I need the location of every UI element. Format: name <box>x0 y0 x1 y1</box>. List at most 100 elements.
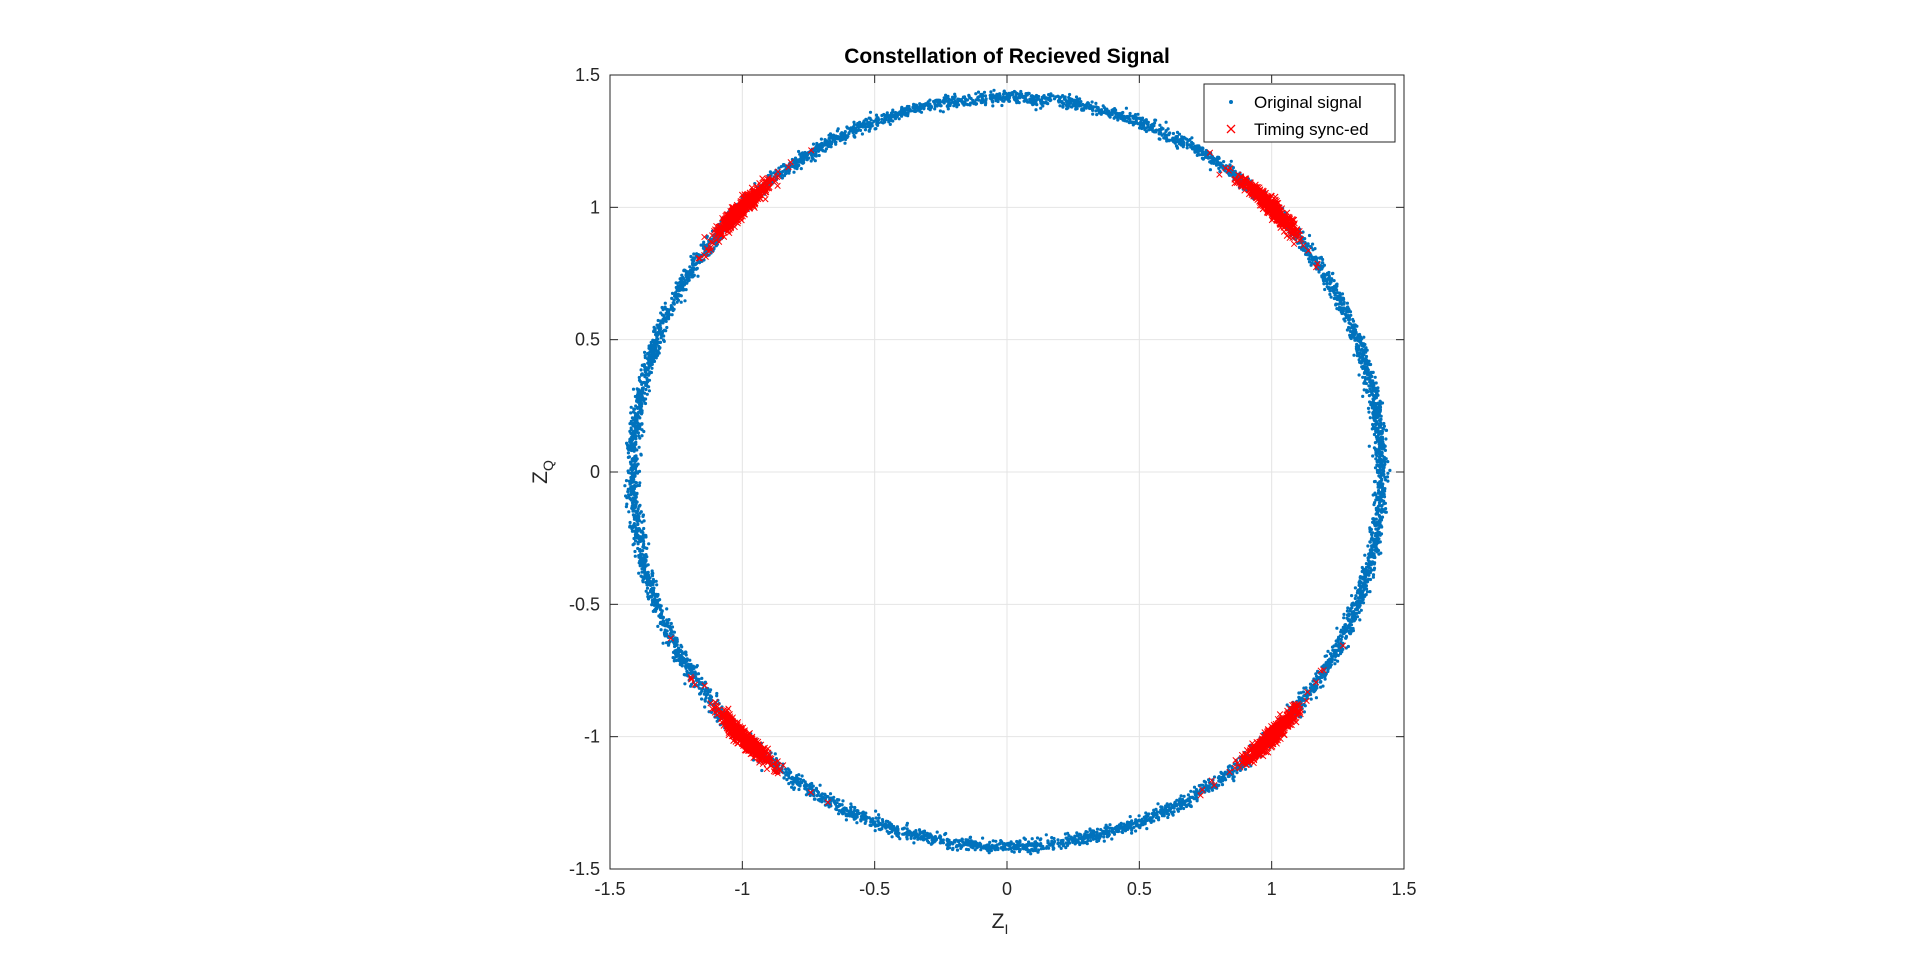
original-signal-point <box>663 301 667 305</box>
original-signal-point <box>630 504 634 508</box>
original-signal-point <box>835 804 839 809</box>
original-signal-point <box>974 92 978 96</box>
original-signal-point <box>665 618 669 622</box>
original-signal-point <box>1130 827 1134 831</box>
original-signal-point <box>935 830 939 834</box>
original-signal-point <box>710 710 714 715</box>
original-signal-point <box>1377 452 1381 456</box>
original-signal-point <box>919 110 924 114</box>
original-signal-point <box>647 356 652 360</box>
original-signal-point <box>650 569 654 573</box>
original-signal-point <box>981 836 985 840</box>
original-signal-point <box>633 394 638 399</box>
original-signal-point <box>1307 233 1312 238</box>
original-signal-point <box>629 405 633 409</box>
original-signal-point <box>976 90 981 94</box>
original-signal-point <box>1126 825 1130 829</box>
original-signal-point <box>664 641 669 645</box>
original-signal-point <box>840 131 844 135</box>
original-signal-point <box>799 167 803 171</box>
original-signal-point <box>637 375 641 380</box>
original-signal-point <box>954 838 958 842</box>
original-signal-point <box>885 111 889 115</box>
original-signal-point <box>1314 674 1319 678</box>
original-signal-point <box>946 107 950 111</box>
original-signal-point <box>1379 532 1384 536</box>
original-signal-point <box>647 389 652 393</box>
original-signal-point <box>1347 321 1351 325</box>
original-signal-point <box>1336 644 1340 648</box>
original-signal-point <box>642 526 646 531</box>
original-signal-point <box>863 128 868 132</box>
original-signal-point <box>937 98 941 102</box>
original-signal-point <box>1383 444 1387 448</box>
original-signal-point <box>820 148 825 152</box>
original-signal-point <box>1189 789 1193 793</box>
original-signal-point <box>655 583 659 587</box>
original-signal-point <box>645 546 649 551</box>
original-signal-point <box>843 141 847 145</box>
original-signal-point <box>988 93 992 97</box>
original-signal-point <box>1357 373 1361 377</box>
original-signal-point <box>832 800 836 804</box>
original-signal-point <box>992 88 996 92</box>
original-signal-point <box>661 308 665 312</box>
original-signal-point <box>905 827 909 831</box>
original-signal-point <box>844 137 848 142</box>
original-signal-point <box>663 633 667 637</box>
original-signal-point <box>640 373 644 377</box>
original-signal-point <box>666 624 671 628</box>
original-signal-point <box>1364 354 1369 359</box>
original-signal-point <box>662 339 666 343</box>
original-signal-point <box>1152 811 1156 815</box>
original-signal-point <box>677 285 681 289</box>
original-signal-point <box>646 563 650 567</box>
original-signal-point <box>671 630 675 634</box>
original-signal-point <box>709 688 713 692</box>
original-signal-point <box>981 98 985 102</box>
original-signal-point <box>644 589 648 593</box>
original-signal-point <box>1094 837 1098 841</box>
original-signal-point <box>1307 260 1312 264</box>
original-signal-point <box>1329 295 1333 299</box>
original-signal-point <box>692 252 696 256</box>
original-signal-point <box>835 798 840 802</box>
original-signal-point <box>862 811 867 815</box>
original-signal-point <box>1064 841 1068 845</box>
original-signal-point <box>1372 552 1376 556</box>
original-signal-point <box>799 777 803 782</box>
original-signal-point <box>1345 609 1349 613</box>
original-signal-point <box>1051 845 1055 849</box>
original-signal-point <box>632 536 636 541</box>
original-signal-point <box>1206 156 1210 160</box>
original-signal-point <box>1127 115 1131 119</box>
original-signal-point <box>1017 849 1022 854</box>
original-signal-point <box>1168 131 1172 135</box>
original-signal-point <box>643 391 647 395</box>
original-signal-point <box>1374 457 1378 461</box>
original-signal-point <box>880 818 885 822</box>
original-signal-point <box>699 243 703 247</box>
original-signal-point <box>855 821 859 825</box>
original-signal-point <box>1056 99 1061 103</box>
original-signal-point <box>1195 153 1199 157</box>
original-signal-point <box>1204 780 1208 785</box>
original-signal-point <box>1371 422 1375 427</box>
original-signal-point <box>811 142 816 146</box>
original-signal-point <box>1134 829 1138 833</box>
original-signal-point <box>1137 814 1141 818</box>
original-signal-point <box>1056 94 1060 98</box>
original-signal-point <box>1359 596 1364 600</box>
original-signal-point <box>994 97 998 101</box>
original-signal-point <box>1313 247 1317 251</box>
original-signal-point <box>1000 103 1004 108</box>
original-signal-point <box>1382 421 1386 426</box>
original-signal-point <box>909 836 913 841</box>
original-signal-point <box>663 630 668 634</box>
original-signal-point <box>1328 282 1332 286</box>
original-signal-point <box>1195 799 1199 803</box>
original-signal-point <box>991 104 995 108</box>
original-signal-point <box>1319 685 1323 689</box>
original-signal-point <box>637 571 641 575</box>
